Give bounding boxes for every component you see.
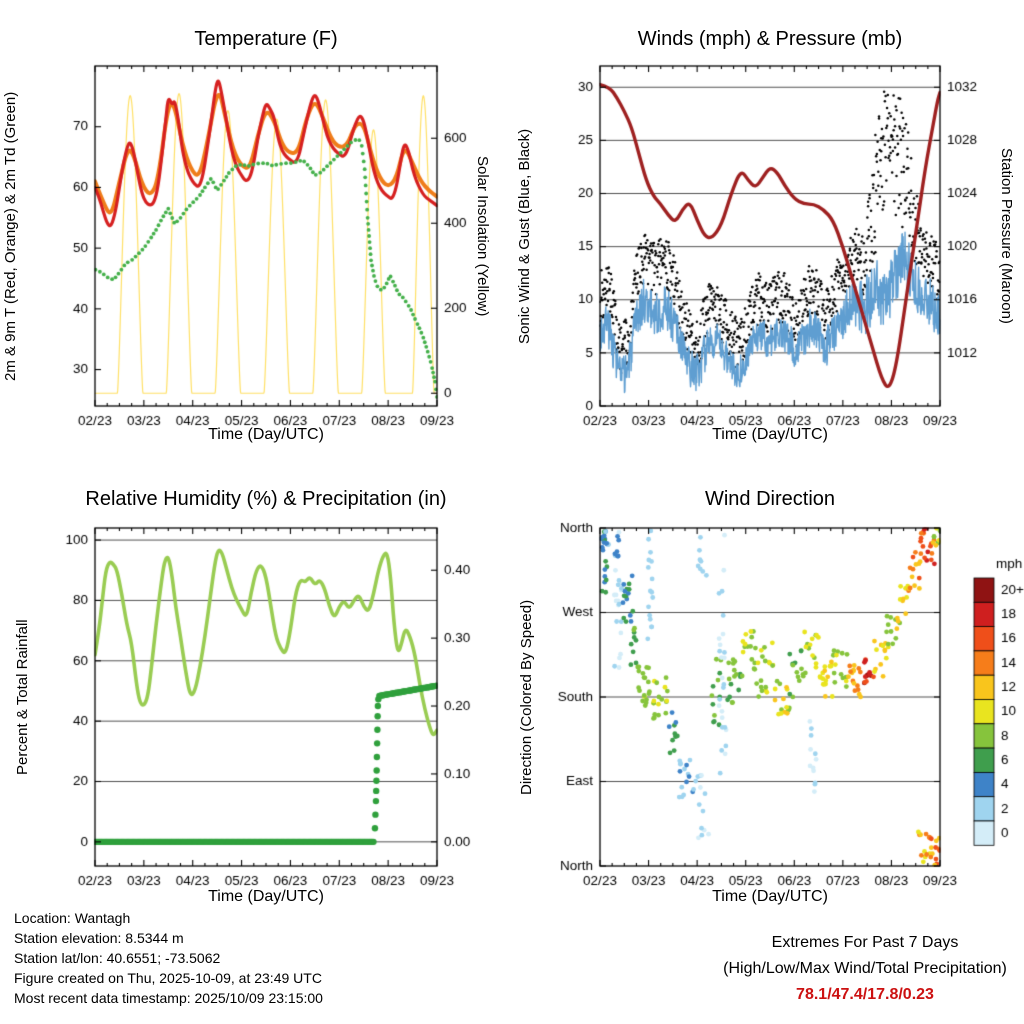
figure-created-timestamp: Figure created on Thu, 2025-10-09, at 23… bbox=[14, 970, 322, 986]
winds-xlabel: Time (Day/UTC) bbox=[712, 426, 828, 443]
temperature-panel: Temperature (F) 2m & 9m T (Red, Orange) … bbox=[0, 14, 512, 464]
temperature-title: Temperature (F) bbox=[194, 28, 338, 50]
wind-direction-ylabel-left: Direction (Colored By Speed) bbox=[518, 599, 535, 795]
winds-chart-canvas bbox=[512, 14, 1024, 464]
wind-direction-chart-canvas bbox=[512, 484, 1024, 934]
winds-title: Winds (mph) & Pressure (mb) bbox=[637, 28, 903, 50]
most-recent-data-timestamp: Most recent data timestamp: 2025/10/09 2… bbox=[14, 990, 323, 1006]
humidity-title: Relative Humidity (%) & Precipitation (i… bbox=[85, 488, 447, 510]
humidity-xlabel: Time (Day/UTC) bbox=[208, 888, 324, 905]
extremes-values: 78.1/47.4/17.8/0.23 bbox=[796, 986, 934, 1003]
wind-direction-xlabel: Time (Day/UTC) bbox=[712, 888, 828, 905]
humidity-ylabel-left: Percent & Total Rainfall bbox=[14, 619, 31, 775]
station-location: Location: Wantagh bbox=[14, 910, 131, 926]
temperature-chart-canvas bbox=[0, 14, 512, 464]
extremes-title: Extremes For Past 7 Days bbox=[771, 934, 959, 951]
extremes-subtitle: (High/Low/Max Wind/Total Precipitation) bbox=[723, 960, 1007, 977]
station-elevation: Station elevation: 8.5344 m bbox=[14, 930, 184, 946]
humidity-chart-canvas bbox=[0, 484, 512, 934]
temperature-ylabel-right: Solar Insolation (Yellow) bbox=[474, 155, 491, 317]
winds-pressure-panel: Winds (mph) & Pressure (mb) Sonic Wind &… bbox=[512, 14, 1024, 464]
station-latlon: Station lat/lon: 40.6551; -73.5062 bbox=[14, 950, 221, 966]
humidity-precip-panel: Relative Humidity (%) & Precipitation (i… bbox=[0, 484, 512, 934]
extremes-block: Extremes For Past 7 Days (High/Low/Max W… bbox=[680, 930, 1024, 1008]
temperature-xlabel: Time (Day/UTC) bbox=[208, 426, 324, 443]
station-info-block: Location: Wantagh Station elevation: 8.5… bbox=[14, 908, 323, 1008]
winds-ylabel-left: Sonic Wind & Gust (Blue, Black) bbox=[516, 128, 533, 344]
winds-ylabel-right: Station Pressure (Maroon) bbox=[998, 148, 1015, 324]
wind-direction-panel: Wind Direction Direction (Colored By Spe… bbox=[512, 484, 1024, 934]
wind-direction-title: Wind Direction bbox=[704, 488, 836, 510]
temperature-ylabel-left: 2m & 9m T (Red, Orange) & 2m Td (Green) bbox=[2, 91, 19, 381]
